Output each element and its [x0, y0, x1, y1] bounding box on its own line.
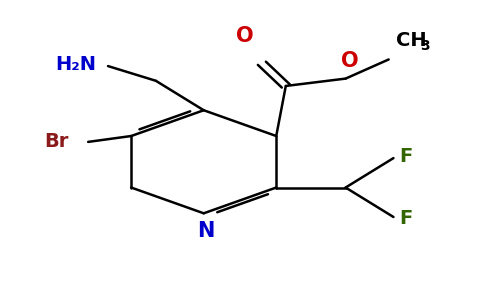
Text: O: O — [341, 51, 358, 71]
Text: Br: Br — [45, 132, 69, 152]
Text: O: O — [236, 26, 254, 46]
Text: CH: CH — [396, 31, 426, 50]
Text: F: F — [399, 209, 412, 228]
Text: H₂N: H₂N — [55, 55, 96, 74]
Text: N: N — [197, 221, 215, 241]
Text: 3: 3 — [420, 39, 429, 53]
Text: F: F — [399, 147, 412, 166]
